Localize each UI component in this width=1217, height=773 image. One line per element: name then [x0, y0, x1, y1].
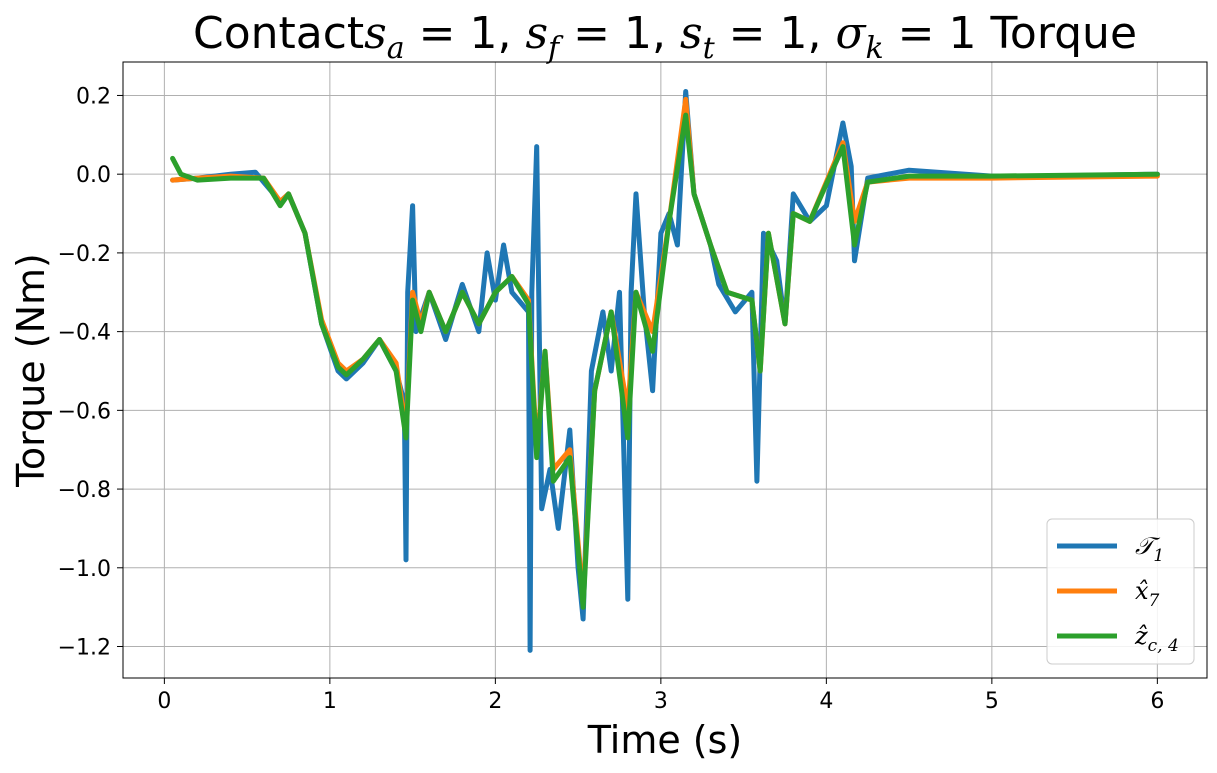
y-tick-label: −1.2 [58, 636, 111, 661]
y-tick-label: −1.0 [58, 557, 111, 582]
x-tick-label: 6 [1150, 689, 1164, 714]
y-tick-label: −0.8 [58, 478, 111, 503]
y-axis-label: Torque (Nm) [9, 253, 53, 488]
x-tick-label: 1 [323, 689, 337, 714]
legend-entry-label: ẑc, 4 [1134, 622, 1179, 656]
series-line-3 [170, 112, 1160, 610]
y-tick-label: −0.6 [58, 399, 111, 424]
legend-entry-label: x̂7 [1135, 577, 1160, 611]
x-axis-label: Time (s) [587, 718, 743, 762]
plot-area [170, 89, 1160, 653]
legend-box [1046, 518, 1195, 665]
grid-lines [123, 62, 1207, 678]
chart-title-text: Contactsa = 1, sf = 1, st = 1, σk = 1 To… [193, 8, 1137, 66]
x-tick-label: 0 [157, 689, 171, 714]
x-axis-ticks: 0 1 2 3 4 5 6 [157, 678, 1164, 714]
y-axis-ticks: 0.2 0.0 −0.2 −0.4 −0.6 −0.8 −1.0 −1.2 [58, 84, 123, 661]
plot-frame [122, 61, 1208, 679]
y-tick-label: −0.2 [58, 242, 111, 267]
y-tick-label: 0.0 [76, 163, 111, 188]
x-tick-label: 5 [985, 689, 999, 714]
chart-title: Contactsa = 1, sf = 1, st = 1, σk = 1 To… [193, 8, 1137, 66]
y-tick-label: 0.2 [76, 84, 111, 109]
legend: 𝒯1x̂7ẑc, 4 [1046, 518, 1195, 665]
y-tick-label: −0.4 [58, 321, 111, 346]
x-tick-label: 2 [488, 689, 502, 714]
x-tick-label: 3 [654, 689, 668, 714]
x-tick-label: 4 [819, 689, 833, 714]
